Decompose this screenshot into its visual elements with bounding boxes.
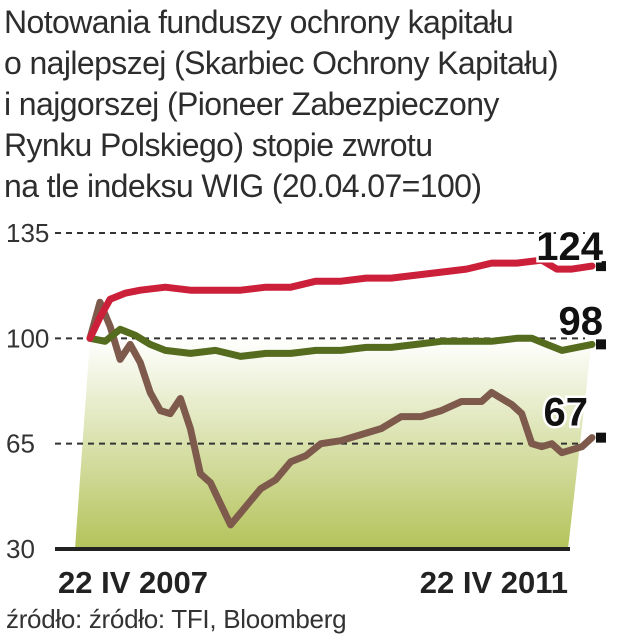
y-tick-label: 65: [6, 429, 35, 459]
y-tick-label: 100: [6, 323, 49, 353]
source-note: źródło: źródło: TFI, Bloomberg: [6, 604, 347, 634]
x-tick-label: 22 IV 2011: [420, 565, 568, 600]
series-line-best: [86, 256, 596, 342]
series-line-wig: [86, 325, 596, 360]
end-marker-worst: [596, 432, 606, 443]
y-tick-labels: 135 100 65 30: [6, 218, 49, 564]
title-line: Notowania funduszy ochrony kapitału: [4, 4, 514, 40]
end-marker-wig: [596, 339, 606, 350]
end-marker-best: [596, 261, 606, 272]
end-value-label: 98: [559, 299, 604, 343]
chart-title: Notowania funduszy ochrony kapitału o na…: [4, 2, 616, 207]
title-line: na tle indeksu WIG (20.04.07=100): [4, 168, 482, 204]
title-line: Rynku Polskiego) stopie zwrotu: [4, 127, 433, 163]
line-chart: 135 100 65 30 124 98 67 22 IV 2007 22 IV 2011: [6, 218, 606, 600]
series-layer: [86, 256, 596, 529]
y-tick-label: 30: [6, 534, 35, 564]
end-value-labels: 124 98 67: [534, 223, 606, 438]
x-tick-label: 22 IV 2007: [58, 565, 208, 600]
end-value-label: 67: [544, 391, 589, 435]
title-line: i najgorszej (Pioneer Zabezpieczony: [4, 86, 499, 122]
x-tick-labels: 22 IV 2007 22 IV 2011: [58, 565, 568, 600]
series-line-worst: [86, 298, 596, 529]
end-value-label: 124: [536, 225, 603, 269]
y-tick-label: 135: [6, 218, 49, 248]
end-markers: [596, 261, 606, 443]
title-line: o najlepszej (Skarbiec Ochrony Kapitału): [4, 45, 559, 81]
